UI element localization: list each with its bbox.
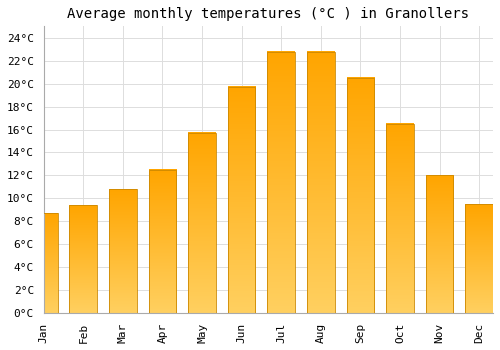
Bar [307, 51, 334, 313]
Bar [70, 205, 97, 313]
Bar [466, 204, 493, 313]
Bar [228, 87, 256, 313]
Bar [188, 133, 216, 313]
Bar [30, 213, 58, 313]
Bar [109, 189, 136, 313]
Bar [386, 124, 414, 313]
Bar [148, 170, 176, 313]
Bar [346, 78, 374, 313]
Bar [268, 51, 295, 313]
Title: Average monthly temperatures (°C ) in Granollers: Average monthly temperatures (°C ) in Gr… [68, 7, 469, 21]
Bar [426, 175, 454, 313]
